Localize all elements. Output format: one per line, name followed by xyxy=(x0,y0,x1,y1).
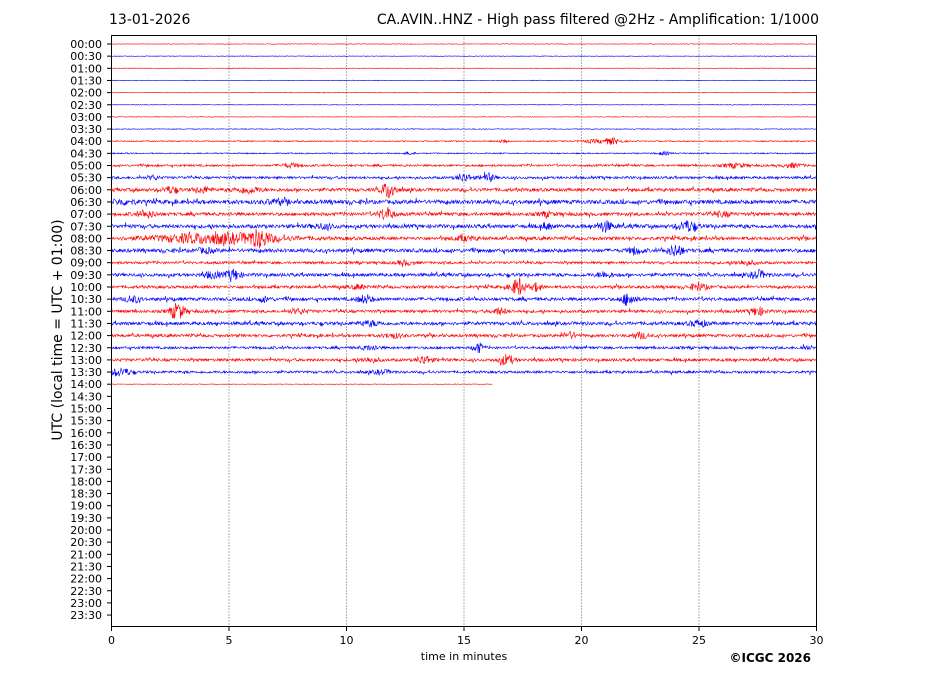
y-tick-label: 12:30 xyxy=(70,342,102,355)
trace-0100 xyxy=(111,67,817,70)
y-tick-label: 01:30 xyxy=(70,74,102,87)
trace-group xyxy=(111,43,817,385)
date-label: 13-01-2026 xyxy=(109,12,191,28)
y-tick-label: 05:30 xyxy=(70,172,102,185)
trace-0430 xyxy=(111,150,817,156)
trace-0200 xyxy=(111,91,817,94)
trace-0930 xyxy=(111,268,817,283)
x-tick-label: 5 xyxy=(226,634,233,647)
trace-0830 xyxy=(111,244,817,257)
y-tick-label: 05:00 xyxy=(70,160,102,173)
x-axis-label: time in minutes xyxy=(420,650,508,663)
y-tick-label: 22:00 xyxy=(70,573,102,586)
y-tick-label: 22:30 xyxy=(70,585,102,598)
y-tick-label: 13:30 xyxy=(70,366,102,379)
y-tick-label: 01:00 xyxy=(70,62,102,75)
y-tick-label: 11:30 xyxy=(70,317,102,330)
y-tick-label: 07:30 xyxy=(70,220,102,233)
y-tick-label: 19:00 xyxy=(70,500,102,513)
trace-0130 xyxy=(111,79,817,82)
trace-1130 xyxy=(111,319,817,328)
plot-frame xyxy=(111,35,817,627)
trace-0630 xyxy=(111,196,817,207)
grid-lines xyxy=(228,35,700,627)
trace-1200 xyxy=(111,330,817,340)
y-tick-label: 03:30 xyxy=(70,123,102,136)
trace-1230 xyxy=(111,342,817,354)
y-tick-label: 16:30 xyxy=(70,439,102,452)
y-tick-label: 03:00 xyxy=(70,111,102,124)
x-tick-label: 0 xyxy=(108,634,115,647)
trace-1330 xyxy=(111,367,817,377)
y-tick-label: 12:00 xyxy=(70,330,102,343)
trace-0400 xyxy=(111,136,817,145)
y-tick-label: 21:00 xyxy=(70,548,102,561)
y-tick-label: 10:00 xyxy=(70,281,102,294)
x-tick-label: 30 xyxy=(810,634,824,647)
y-tick-label: 14:00 xyxy=(70,378,102,391)
trace-1000 xyxy=(111,277,817,296)
x-tick-label: 20 xyxy=(575,634,589,647)
y-tick-label: 09:00 xyxy=(70,257,102,270)
trace-0900 xyxy=(111,259,817,267)
trace-0730 xyxy=(111,220,817,233)
y-tick-label: 23:30 xyxy=(70,609,102,622)
y-tick-label: 07:00 xyxy=(70,208,102,221)
trace-1100 xyxy=(111,302,817,319)
y-tick-label: 08:30 xyxy=(70,245,102,258)
chart-title: CA.AVIN..HNZ - High pass filtered @2Hz -… xyxy=(376,12,819,28)
x-ticks: 0 5 10 15 20 25 30 xyxy=(108,626,824,647)
trace-0030 xyxy=(111,55,817,57)
y-tick-label: 00:30 xyxy=(70,50,102,63)
y-tick-label: 02:00 xyxy=(70,87,102,100)
y-tick-label: 21:30 xyxy=(70,560,102,573)
y-tick-label: 17:00 xyxy=(70,451,102,464)
trace-0800 xyxy=(111,228,817,249)
y-tick-label: 17:30 xyxy=(70,463,102,476)
y-tick-label: 06:30 xyxy=(70,196,102,209)
y-tick-label: 09:30 xyxy=(70,269,102,282)
trace-0600 xyxy=(111,183,817,199)
y-tick-label: 15:00 xyxy=(70,403,102,416)
trace-1300 xyxy=(111,353,817,366)
y-tick-label: 15:30 xyxy=(70,415,102,428)
trace-0300 xyxy=(111,116,817,118)
y-tick-label: 20:30 xyxy=(70,536,102,549)
y-tick-label: 10:30 xyxy=(70,293,102,306)
y-tick-label: 14:30 xyxy=(70,390,102,403)
y-tick-label: 00:00 xyxy=(70,38,102,51)
x-tick-label: 25 xyxy=(692,634,706,647)
trace-0230 xyxy=(111,104,817,106)
y-tick-label: 06:00 xyxy=(70,184,102,197)
y-tick-label: 20:00 xyxy=(70,524,102,537)
y-tick-label: 02:30 xyxy=(70,99,102,112)
y-ticks: 00:0000:3001:0001:3002:0002:3003:0003:30… xyxy=(70,38,112,622)
y-tick-label: 19:30 xyxy=(70,512,102,525)
trace-0530 xyxy=(111,171,817,182)
trace-0330 xyxy=(111,128,817,130)
trace-0500 xyxy=(111,161,817,170)
trace-0700 xyxy=(111,207,817,221)
trace-1400 xyxy=(111,383,493,385)
x-tick-label: 15 xyxy=(457,634,471,647)
y-tick-label: 18:30 xyxy=(70,488,102,501)
trace-0000 xyxy=(111,43,817,45)
y-tick-label: 04:00 xyxy=(70,135,102,148)
y-tick-label: 11:00 xyxy=(70,305,102,318)
y-tick-label: 08:00 xyxy=(70,232,102,245)
copyright-label: ©ICGC 2026 xyxy=(729,651,811,665)
trace-1030 xyxy=(111,293,817,306)
y-tick-label: 23:00 xyxy=(70,597,102,610)
y-tick-label: 13:00 xyxy=(70,354,102,367)
y-tick-label: 16:00 xyxy=(70,427,102,440)
x-tick-label: 10 xyxy=(340,634,354,647)
y-tick-label: 18:00 xyxy=(70,475,102,488)
y-tick-label: 04:30 xyxy=(70,147,102,160)
